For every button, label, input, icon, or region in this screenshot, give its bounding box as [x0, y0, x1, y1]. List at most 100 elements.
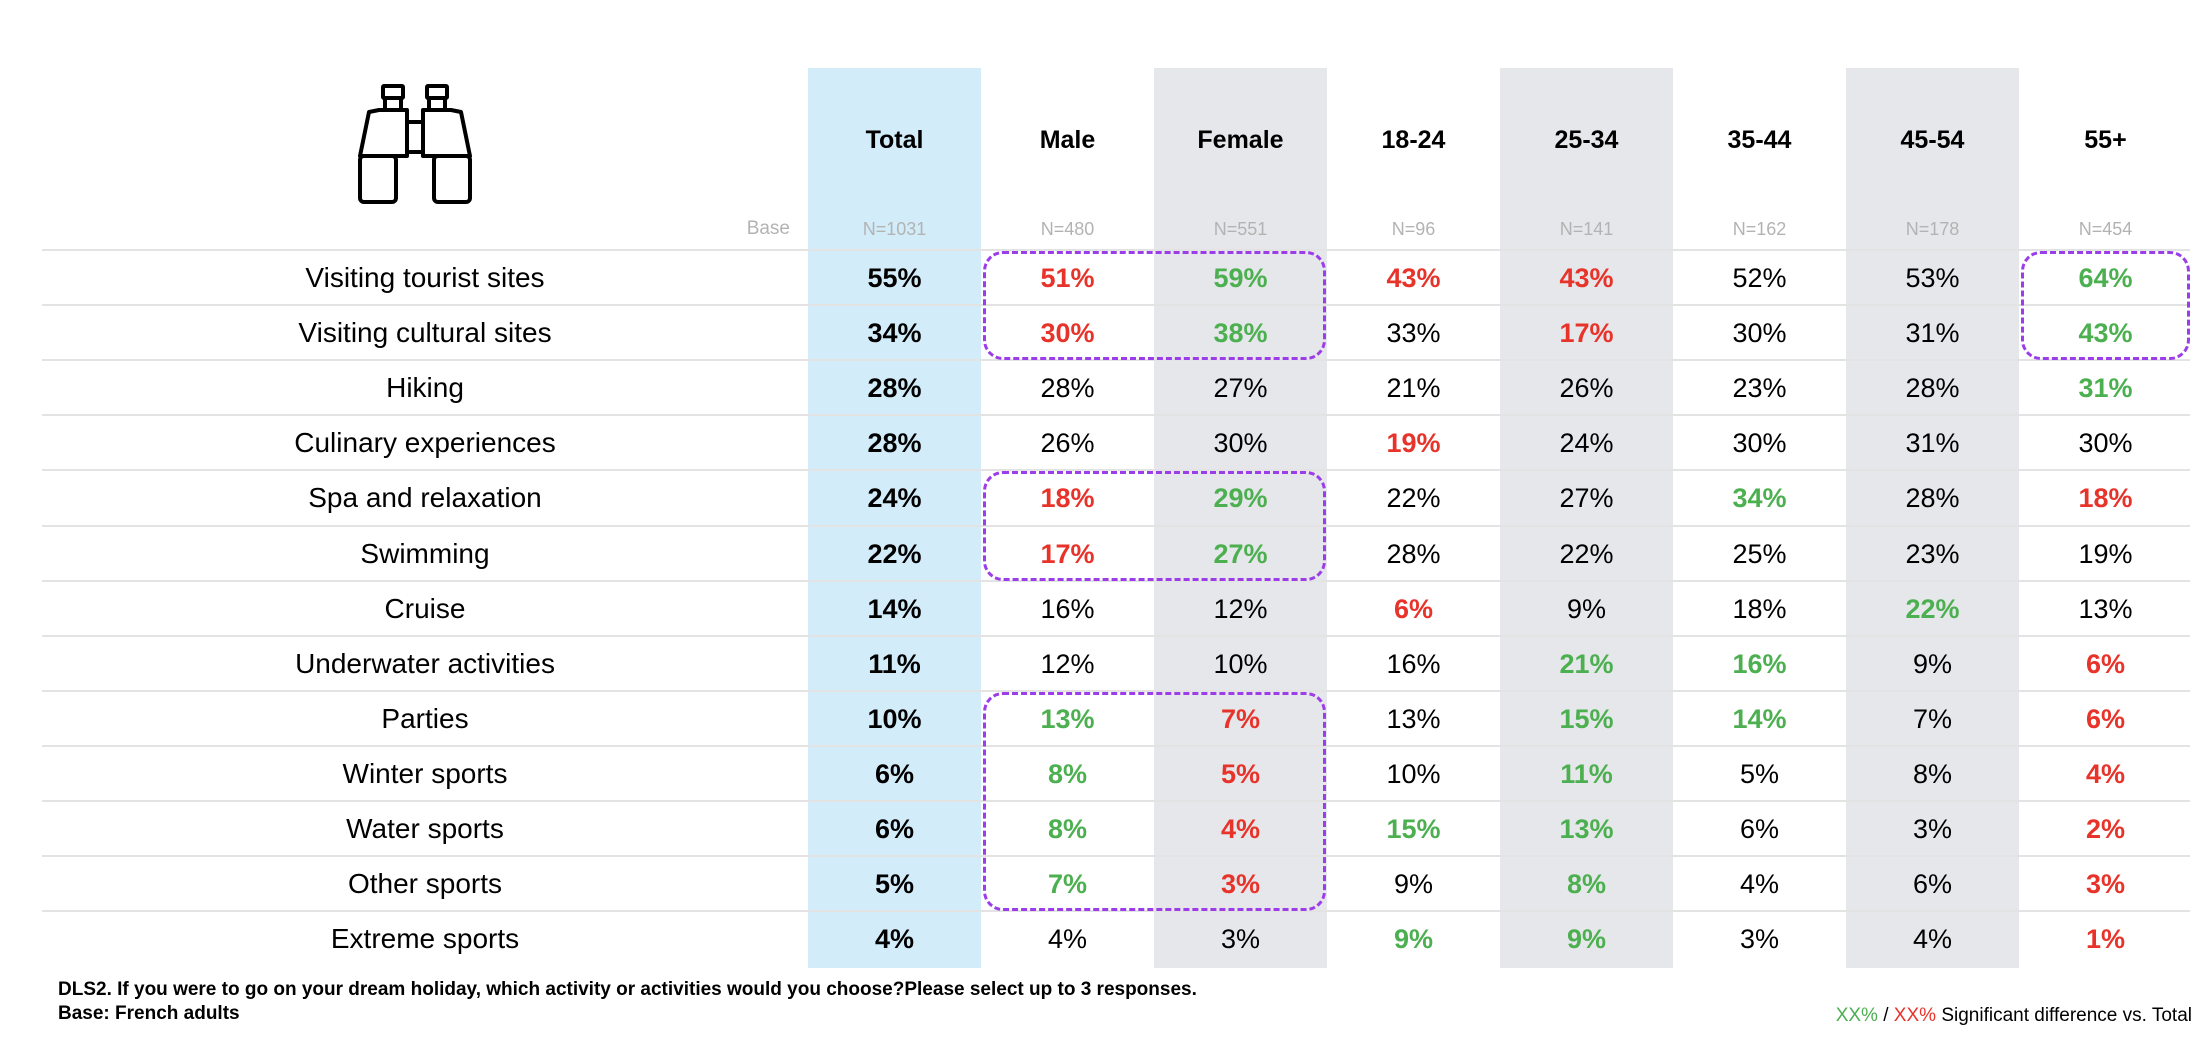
table-cell: 30%: [1213, 428, 1268, 459]
table-cell: 3%: [2085, 869, 2126, 900]
table-cell: 4%: [2085, 758, 2126, 789]
table-cell: 43%: [1386, 263, 1441, 293]
table-cell: 28%: [1905, 373, 1960, 404]
significance-highlight-box: [983, 691, 1326, 912]
table-cell: 52%: [1732, 263, 1787, 293]
column-base-25-34: N=141: [1559, 219, 1614, 239]
column-header-female: Female: [1197, 126, 1284, 154]
table-cell: 43%: [2078, 318, 2133, 349]
table-cell: 23%: [1732, 373, 1787, 404]
row-divider: [42, 414, 2190, 417]
table-cell: 55%: [867, 263, 922, 293]
table-cell: 4%: [1739, 869, 1780, 900]
table-cell: 30%: [1732, 318, 1787, 349]
table-cell: 24%: [867, 483, 922, 514]
table-cell: 31%: [1905, 318, 1960, 349]
table-cell: 14%: [1732, 703, 1787, 734]
column-header-55: 55+: [2084, 126, 2127, 154]
table-cell: 18%: [1040, 483, 1095, 514]
row-label-swimming: Swimming: [360, 537, 490, 569]
table-cell: 15%: [1386, 814, 1441, 844]
column-background-female: [1154, 68, 1327, 968]
table-cell: 34%: [867, 318, 922, 349]
row-divider: [42, 249, 2190, 251]
row-label-other-sports: Other sports: [347, 868, 503, 900]
table-cell: 7%: [1220, 703, 1261, 734]
table-cell: 29%: [1213, 483, 1268, 514]
table-cell: 4%: [1220, 814, 1261, 844]
table-cell: 43%: [1559, 263, 1614, 293]
table-cell: 59%: [1213, 263, 1268, 293]
table-cell: 6%: [2085, 703, 2126, 734]
table-cell: 17%: [1559, 318, 1614, 349]
table-cell: 8%: [1912, 758, 1953, 789]
table-cell: 3%: [1220, 924, 1261, 955]
row-label-parties: Parties: [381, 702, 469, 734]
table-cell: 24%: [1559, 428, 1614, 459]
table-cell: 6%: [874, 758, 915, 789]
row-label-cruise: Cruise: [384, 592, 466, 624]
table-cell: 3%: [1912, 814, 1953, 844]
row-divider: [42, 689, 2190, 692]
table-cell: 9%: [1566, 924, 1607, 955]
question-footnote: DLS2. If you were to go on your dream ho…: [58, 979, 1197, 1000]
table-cell: 28%: [867, 373, 922, 404]
table-cell: 22%: [867, 538, 922, 569]
table-cell: 16%: [1732, 648, 1787, 679]
table-cell: 31%: [1905, 428, 1960, 459]
row-divider: [42, 855, 2190, 858]
table-cell: 12%: [1213, 593, 1268, 624]
legend-green-sample: XX%: [1835, 1005, 1878, 1026]
column-base-18-24: N=96: [1391, 219, 1436, 239]
column-base-45-54: N=178: [1905, 219, 1960, 239]
table-cell: 27%: [1213, 538, 1268, 569]
row-divider: [42, 524, 2190, 527]
significance-highlight-box: [983, 471, 1326, 581]
table-cell: 38%: [1213, 318, 1268, 349]
table-cell: 4%: [1912, 924, 1953, 955]
row-divider: [42, 634, 2190, 637]
table-cell: 64%: [2078, 263, 2133, 293]
table-cell: 26%: [1559, 373, 1614, 404]
table-cell: 8%: [1047, 758, 1088, 789]
table-cell: 13%: [1386, 703, 1441, 734]
table-cell: 22%: [1905, 593, 1960, 624]
table-cell: 3%: [1220, 869, 1261, 900]
column-base-35-44: N=162: [1732, 219, 1787, 239]
column-header-35-44: 35-44: [1727, 126, 1792, 154]
table-cell: 19%: [1386, 428, 1441, 459]
column-background-45-54: [1846, 68, 2019, 968]
column-header-total: Total: [865, 126, 924, 154]
table-cell: 22%: [1386, 483, 1441, 514]
row-divider: [42, 579, 2190, 582]
significance-highlight-box: [983, 251, 1326, 361]
table-cell: 9%: [1393, 869, 1434, 900]
column-background-25-34: [1500, 68, 1673, 968]
row-label-culinary-experiences: Culinary experiences: [294, 427, 556, 459]
row-label-spa-and-relaxation: Spa and relaxation: [308, 482, 542, 514]
legend-separator: /: [1877, 1005, 1894, 1026]
table-cell: 23%: [1905, 538, 1960, 569]
table-cell: 5%: [1739, 758, 1780, 789]
table-cell: 9%: [1393, 924, 1434, 955]
table-cell: 18%: [2078, 483, 2133, 514]
column-header-25-34: 25-34: [1554, 126, 1619, 154]
table-cell: 27%: [1213, 373, 1268, 404]
table-cell: 11%: [868, 648, 921, 679]
table-cell: 13%: [1559, 814, 1614, 844]
column-base-55: N=454: [2078, 219, 2133, 239]
table-cell: 11%: [1560, 758, 1613, 789]
table-cell: 1%: [2085, 924, 2126, 955]
table-cell: 21%: [1559, 648, 1614, 679]
table-cell: 15%: [1559, 703, 1614, 734]
significance-legend: XX% / XX% Significant difference vs. Tot…: [1836, 1004, 2192, 1028]
row-label-hiking: Hiking: [386, 372, 464, 404]
table-cell: 8%: [1566, 869, 1607, 900]
table-cell: 26%: [1040, 428, 1095, 459]
table-cell: 28%: [1386, 538, 1441, 569]
table-cell: 9%: [1566, 593, 1607, 624]
row-divider: [42, 910, 2190, 913]
table-cell: 10%: [1213, 648, 1268, 679]
row-label-winter-sports: Winter sports: [342, 757, 508, 789]
